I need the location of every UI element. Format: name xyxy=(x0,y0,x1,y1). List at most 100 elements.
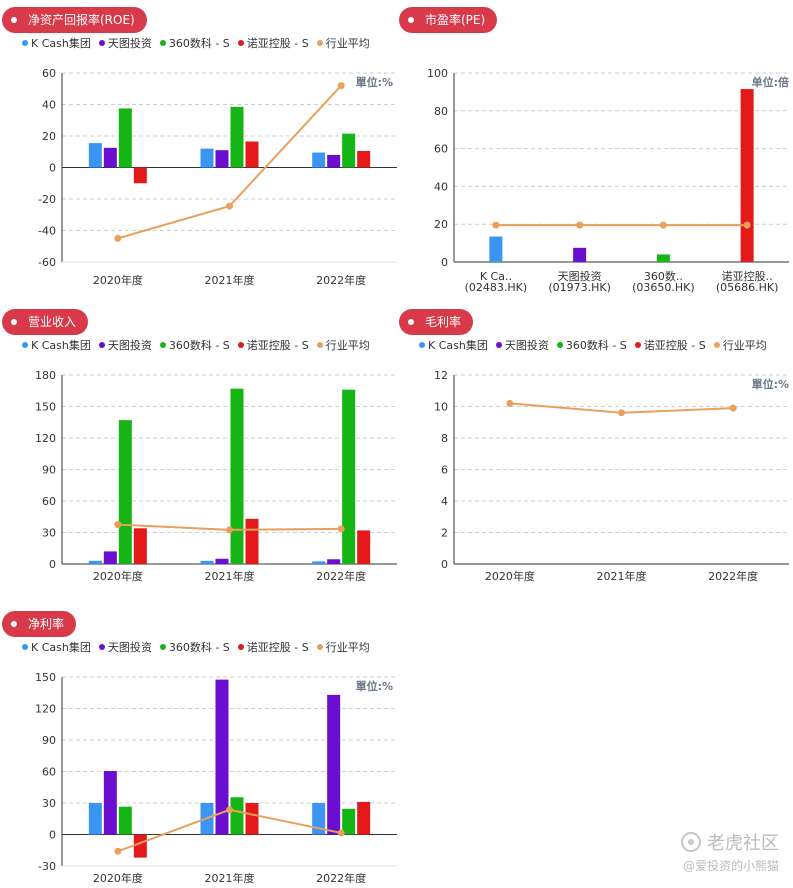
bar xyxy=(215,558,229,564)
bar xyxy=(103,551,117,564)
average-point xyxy=(226,526,233,534)
average-point xyxy=(226,806,233,814)
bar xyxy=(88,803,102,835)
legend-item[interactable]: 360数科 - S xyxy=(159,337,230,353)
chart-title-pill[interactable]: 净资产回报率(ROE) xyxy=(2,7,147,33)
legend-label: 诺亚控股 - S xyxy=(246,339,309,352)
x-tick-label: 360数.. (03650.HK) xyxy=(632,270,695,294)
bar xyxy=(88,143,102,168)
x-tick-label-line: 360数.. xyxy=(644,270,683,283)
average-line xyxy=(117,808,342,853)
legend-label: 360数科 - S xyxy=(168,339,230,352)
roe-chart: 60 40 20 0 -20 -40 -60 單位:% 2020年度 2021年度 2022年度 xyxy=(38,67,397,287)
chart-title: 营业收入 xyxy=(28,315,77,329)
x-tick-label: 2021年度 xyxy=(597,569,647,583)
chart-title-pill[interactable]: 营业收入 xyxy=(2,309,89,335)
legend-dot-icon xyxy=(159,644,166,650)
x-tick-label-line: 诺亚控股.. xyxy=(722,269,773,283)
y-tick-label: 0 xyxy=(49,558,56,571)
x-tick-label-line: 2020年度 xyxy=(93,569,143,583)
legend-item[interactable]: K Cash集团 xyxy=(419,337,488,353)
bar xyxy=(573,247,587,262)
legend-dot-icon xyxy=(22,40,28,46)
legend-item[interactable]: 天图投资 xyxy=(495,337,549,353)
legend-item[interactable]: 行业平均 xyxy=(316,35,370,51)
legend-label: 天图投资 xyxy=(107,37,152,50)
average-point xyxy=(743,221,751,229)
chart-title-pill[interactable]: 毛利率 xyxy=(399,309,474,335)
y-tick-label: 60 xyxy=(42,766,56,779)
legend-item[interactable]: 行业平均 xyxy=(316,337,370,353)
x-tick-label: 2021年度 xyxy=(205,871,255,885)
y-tick-label: 8 xyxy=(441,432,448,445)
legend-item[interactable]: 天图投资 xyxy=(98,35,152,51)
y-tick-label: 90 xyxy=(42,734,56,747)
bullet-icon xyxy=(408,319,414,325)
legend-item[interactable]: 360数科 - S xyxy=(556,337,627,353)
chart-title: 市盈率(PE) xyxy=(425,13,486,27)
bullet-icon xyxy=(11,621,17,627)
bar xyxy=(327,559,341,564)
legend-dot-icon xyxy=(237,644,244,650)
y-tick-label: 150 xyxy=(35,401,56,414)
bar xyxy=(215,679,229,835)
y-tick-label: 40 xyxy=(434,180,448,193)
bar xyxy=(245,803,259,835)
average-point xyxy=(337,82,345,90)
x-tick-label: 天图投资(01973.HK) xyxy=(548,269,611,294)
bar xyxy=(656,254,670,262)
y-tick-label: 12 xyxy=(434,369,448,382)
panel-gross-margin: 毛利率 K Cash集团 天图投资 360数科 - S 诺亚控股 - S 行业平… xyxy=(397,302,793,592)
y-tick-label: -20 xyxy=(38,193,56,206)
legend-label: 行业平均 xyxy=(722,339,767,352)
tiger-logo-icon xyxy=(681,832,701,852)
y-tick-label: 60 xyxy=(42,67,56,80)
legend-item[interactable]: 行业平均 xyxy=(316,639,370,655)
legend-dot-icon xyxy=(237,342,244,348)
legend-item[interactable]: K Cash集团 xyxy=(22,337,91,353)
y-tick-label: 20 xyxy=(434,218,448,231)
unit-label: 單位:% xyxy=(356,75,393,89)
legend-item[interactable]: 天图投资 xyxy=(98,337,152,353)
legend-item[interactable]: 天图投资 xyxy=(98,639,152,655)
legend-item[interactable]: 诺亚控股 - S xyxy=(634,337,706,353)
chart-title-pill[interactable]: 市盈率(PE) xyxy=(399,7,498,33)
legend-item[interactable]: 诺亚控股 - S xyxy=(237,337,309,353)
legend-item[interactable]: 360数科 - S xyxy=(159,639,230,655)
average-point xyxy=(114,234,122,242)
legend-label: 诺亚控股 - S xyxy=(246,37,309,50)
legend-dot-icon xyxy=(316,644,323,650)
panel-net-margin: 净利率 K Cash集团 天图投资 360数科 - S 诺亚控股 - S 行业平… xyxy=(0,604,400,888)
bar xyxy=(103,147,117,168)
y-tick-label: 20 xyxy=(42,130,56,143)
legend-label: K Cash集团 xyxy=(31,339,91,352)
pe-chart: 100 80 60 40 20 0 单位:倍 K Ca.. (02483.HK) 天图投资(019… xyxy=(427,67,789,294)
legend-item[interactable]: 诺亚控股 - S xyxy=(237,639,309,655)
legend-item[interactable]: K Cash集团 xyxy=(22,639,91,655)
legend-dot-icon xyxy=(237,40,244,46)
bar xyxy=(103,770,117,835)
bar xyxy=(357,150,371,168)
legend-label: 360数科 - S xyxy=(168,641,230,654)
legend-item[interactable]: K Cash集团 xyxy=(22,35,91,51)
legend-item[interactable]: 诺亚控股 - S xyxy=(237,35,309,51)
y-tick-label: -60 xyxy=(38,256,56,269)
legend-label: 天图投资 xyxy=(107,339,152,352)
legend-label: K Cash集团 xyxy=(31,37,91,50)
legend: K Cash集团 天图投资 360数科 - S 诺亚控股 - S 行业平均 xyxy=(22,35,370,51)
x-tick-label-line: 2021年度 xyxy=(205,871,255,885)
legend-item[interactable]: 360数科 - S xyxy=(159,35,230,51)
panel-roe: 净资产回报率(ROE) K Cash集团 天图投资 360数科 - S 诺亚控股… xyxy=(0,0,400,300)
x-tick-label-line: 2020年度 xyxy=(93,871,143,885)
bar xyxy=(740,89,754,262)
y-tick-label: 2 xyxy=(441,527,448,540)
average-point xyxy=(337,525,345,533)
watermark-sub: @爱投资的小熊猫 xyxy=(682,859,779,873)
gross-margin-chart: 12 10 8 6 4 2 0 單位:% 2020年度 2021年度 2022年度 xyxy=(434,369,789,583)
x-tick-label-line: (03650.HK) xyxy=(632,281,695,294)
bar xyxy=(245,518,259,564)
legend-item[interactable]: 行业平均 xyxy=(713,337,767,353)
bar xyxy=(230,388,244,564)
chart-title-pill[interactable]: 净利率 xyxy=(2,611,77,637)
legend-dot-icon xyxy=(159,40,166,46)
